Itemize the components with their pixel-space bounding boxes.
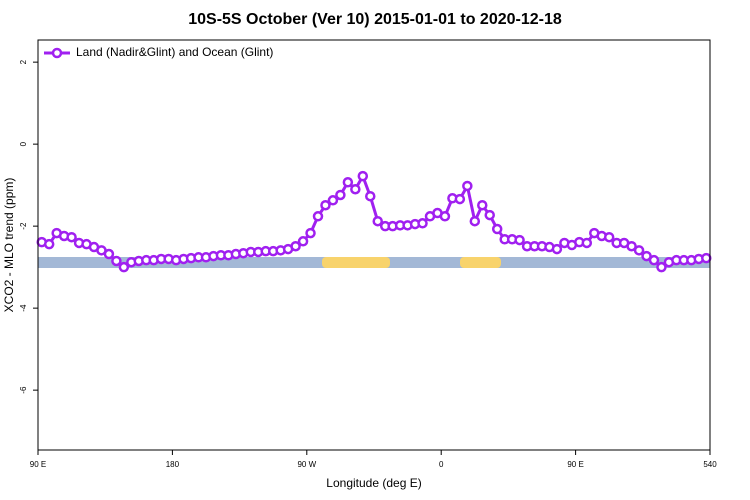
y-tick-label: -4: [19, 304, 28, 312]
data-point: [118, 261, 130, 273]
y-tick-label: -6: [19, 386, 28, 394]
data-point: [514, 234, 525, 246]
y-tick-label: 0: [19, 141, 28, 146]
data-point: [641, 250, 652, 262]
legend: Land (Nadir&Glint) and Ocean (Glint): [44, 45, 273, 59]
data-point: [477, 199, 488, 211]
data-point: [350, 183, 361, 195]
legend-marker: [51, 47, 63, 59]
data-point: [372, 215, 383, 227]
x-tick-label: 180: [166, 460, 180, 469]
data-point: [439, 211, 451, 222]
x-tick-label: 540: [703, 460, 717, 469]
x-axis-label: Longitude (deg E): [326, 476, 421, 490]
data-point: [103, 248, 115, 260]
data-point: [66, 231, 77, 243]
data-point: [297, 236, 309, 247]
data-point: [357, 170, 369, 182]
x-tick-label: 90 E: [30, 460, 46, 469]
data-point: [491, 223, 503, 235]
data-point: [701, 252, 712, 264]
data-point: [469, 215, 481, 227]
data-point: [656, 261, 667, 273]
legend-label: Land (Nadir&Glint) and Ocean (Glint): [76, 45, 273, 59]
data-point: [111, 255, 122, 267]
data-point: [626, 240, 637, 252]
data-point: [342, 177, 354, 188]
data-point: [551, 243, 563, 255]
data-point: [462, 180, 473, 192]
chart-title: 10S-5S October (Ver 10) 2015-01-01 to 20…: [188, 11, 562, 28]
land-band: [322, 257, 390, 268]
data-point: [484, 209, 495, 221]
y-axis-label: XCO2 - MLO trend (ppm): [2, 178, 16, 313]
x-tick-label: 0: [439, 460, 444, 469]
data-point: [633, 245, 645, 256]
data-point: [335, 189, 346, 201]
data-point: [417, 218, 428, 229]
x-tick-label: 90 W: [297, 460, 316, 469]
land-band: [460, 257, 501, 268]
data-point: [581, 237, 593, 249]
data-point: [365, 190, 376, 202]
data-point: [312, 211, 324, 222]
surface-strip: [38, 257, 710, 268]
data-point: [327, 195, 339, 206]
plot-frame: [37, 39, 711, 451]
y-tick-label: 2: [19, 59, 28, 64]
plot-area: [36, 170, 712, 273]
y-tick-label: -2: [19, 222, 28, 230]
data-point: [648, 254, 660, 266]
data-point: [305, 227, 316, 239]
data-point: [43, 238, 55, 250]
x-tick-label: 90 E: [567, 460, 583, 469]
data-point: [454, 193, 466, 205]
data-point: [320, 199, 331, 211]
data-point: [603, 231, 615, 243]
data-point: [290, 240, 301, 252]
